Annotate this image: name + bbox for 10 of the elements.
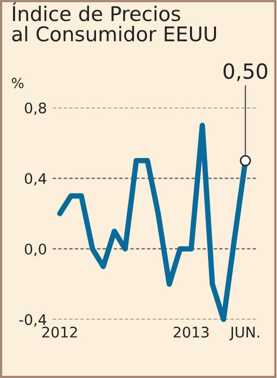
x-tick-label: 2012	[42, 326, 77, 338]
y-tick-label: 0,0	[24, 244, 46, 256]
y-tick-label: 0,4	[24, 173, 46, 186]
annotation: 0,50	[224, 63, 268, 82]
y-tick-label: -0,4	[19, 314, 46, 327]
x-tick-label: JUN.	[229, 326, 260, 340]
y-tick-label: 0,8	[24, 102, 46, 115]
y-axis-title: %	[12, 78, 24, 88]
x-tick-label: 2013	[174, 326, 209, 338]
chart-title: Índice de Precios al Consumidor EEUU	[12, 2, 216, 42]
